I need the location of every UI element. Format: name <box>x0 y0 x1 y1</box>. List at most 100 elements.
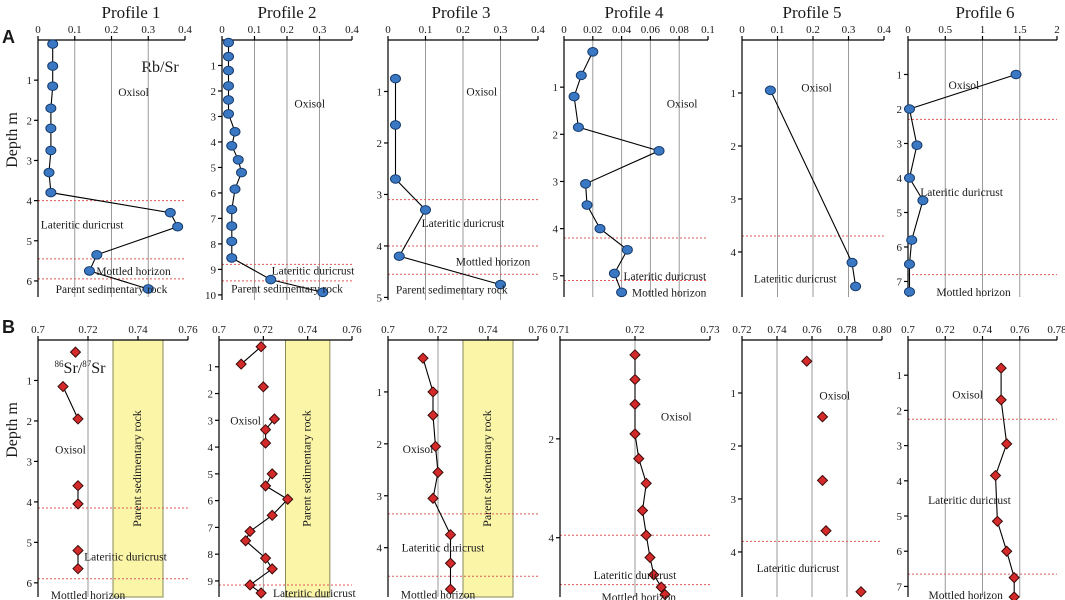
x-tick-label: 0.4 <box>877 24 891 36</box>
x-tick-label: 0.71 <box>550 324 569 336</box>
data-point <box>595 224 605 233</box>
data-point <box>641 478 651 488</box>
horizon-label: Oxisol <box>661 412 692 424</box>
x-tick-label: 0.3 <box>494 24 508 36</box>
x-tick-label: 0.4 <box>345 24 359 36</box>
horizon-label: Parent sedimentary rock <box>56 284 168 296</box>
x-tick-label: 2 <box>1054 24 1060 36</box>
data-point <box>630 399 640 409</box>
chart-9: Parent sedimentary rock0.7 0.72 0.74 0.7612… <box>377 324 549 600</box>
data-point <box>847 258 857 267</box>
y-tick-label: 1 <box>377 86 383 98</box>
y-tick-label: 3 <box>208 415 214 427</box>
x-tick-label: 0.7 <box>901 324 915 336</box>
data-point <box>912 141 922 150</box>
x-tick-label: 0.73 <box>700 324 720 336</box>
data-point <box>227 222 237 231</box>
data-point <box>609 269 619 278</box>
chart-7: Parent sedimentary rock0.7 0.72 0.74 0.7612… <box>27 324 199 600</box>
chart-8: Parent sedimentary rock0.7 0.72 0.74 0.7612… <box>208 324 363 600</box>
data-point <box>576 71 586 80</box>
y-tick-label: 2 <box>731 441 737 453</box>
data-point <box>227 205 237 214</box>
horizon-label: Lateritic duricrust <box>84 552 168 564</box>
y-tick-label: 5 <box>208 469 214 481</box>
x-tick-label: 0.76 <box>178 324 198 336</box>
data-point <box>391 175 401 184</box>
y-tick-label: 3 <box>377 189 383 201</box>
y-tick-label: 2 <box>208 389 214 401</box>
horizon-label: Parent sedimentary rock <box>231 284 343 296</box>
data-point <box>227 254 237 263</box>
data-point <box>641 530 651 540</box>
y-tick-label: 1 <box>897 370 903 382</box>
x-tick-label: 0.08 <box>670 24 690 36</box>
y-tick-label: 7 <box>208 522 214 534</box>
data-point <box>84 267 94 276</box>
profile-5-title: Profile 5 <box>782 3 841 22</box>
data-point <box>996 363 1006 373</box>
rb-sr-variable-label: Rb/Sr <box>141 59 179 76</box>
y-tick-label: 8 <box>208 549 214 561</box>
data-point <box>394 252 404 261</box>
y-tick-label: 9 <box>211 264 217 276</box>
data-point <box>1011 70 1021 79</box>
y-tick-label: 7 <box>897 581 903 593</box>
y-tick-label: 2 <box>377 138 383 150</box>
y-tick-label: 5 <box>897 207 903 219</box>
y-tick-label: 4 <box>377 241 383 253</box>
profile-6-title: Profile 6 <box>955 3 1014 22</box>
y-tick-label: 2 <box>377 439 383 451</box>
x-tick-label: 0.1 <box>771 24 785 36</box>
x-tick-label: 0.2 <box>806 24 820 36</box>
y-tick-label: 4 <box>553 224 559 236</box>
data-point <box>588 47 598 56</box>
y-tick-label: 1 <box>377 387 383 399</box>
y-tick-label: 6 <box>208 496 214 508</box>
x-tick-label: 0.2 <box>280 24 294 36</box>
y-tick-label: 5 <box>553 271 559 283</box>
y-tick-label: 1 <box>897 69 903 81</box>
x-tick-label: 0.1 <box>68 24 82 36</box>
data-point <box>261 438 271 448</box>
x-tick-label: 0.2 <box>456 24 470 36</box>
data-point <box>645 552 655 562</box>
y-tick-label: 3 <box>553 176 559 188</box>
x-tick-label: 0.76 <box>802 324 822 336</box>
data-point <box>638 506 648 516</box>
charts: 0 0.1 0.2 0.3 0.4123456OxisolLateritic duric… <box>27 24 1065 600</box>
data-point <box>227 141 237 150</box>
data-point <box>581 180 591 189</box>
data-point <box>622 246 632 255</box>
data-point <box>856 587 866 597</box>
x-tick-label: 0.7 <box>381 324 395 336</box>
x-tick-label: 0.72 <box>78 324 97 336</box>
x-tick-label: 0.3 <box>842 24 856 36</box>
data-point <box>391 121 401 130</box>
x-tick-label: 1.5 <box>1013 24 1027 36</box>
data-point <box>46 146 56 155</box>
y-tick-label: 1 <box>27 375 33 387</box>
data-point <box>904 174 914 183</box>
y-tick-label: 3 <box>377 491 383 503</box>
data-point <box>617 288 627 297</box>
data-point <box>991 471 1001 481</box>
y-tick-label: 2 <box>27 115 33 127</box>
series-line <box>574 52 659 292</box>
horizon-label: Lateritic duricrust <box>928 495 1012 507</box>
data-point <box>73 481 83 491</box>
data-point <box>802 356 812 366</box>
data-point <box>44 168 54 177</box>
data-point <box>245 526 255 536</box>
y-tick-label: 6 <box>897 242 903 254</box>
x-tick-label: 0.76 <box>342 324 362 336</box>
y-tick-label: 4 <box>897 476 903 488</box>
horizon-label: Lateritic duricrust <box>920 187 1004 199</box>
data-point <box>224 96 234 105</box>
x-tick-label: 0.74 <box>478 324 498 336</box>
y-tick-label: 1 <box>553 82 559 94</box>
x-tick-label: 0.76 <box>1010 324 1030 336</box>
data-point <box>428 493 438 503</box>
horizon-label: Lateritic duricrust <box>594 570 678 582</box>
data-point <box>1002 439 1012 449</box>
